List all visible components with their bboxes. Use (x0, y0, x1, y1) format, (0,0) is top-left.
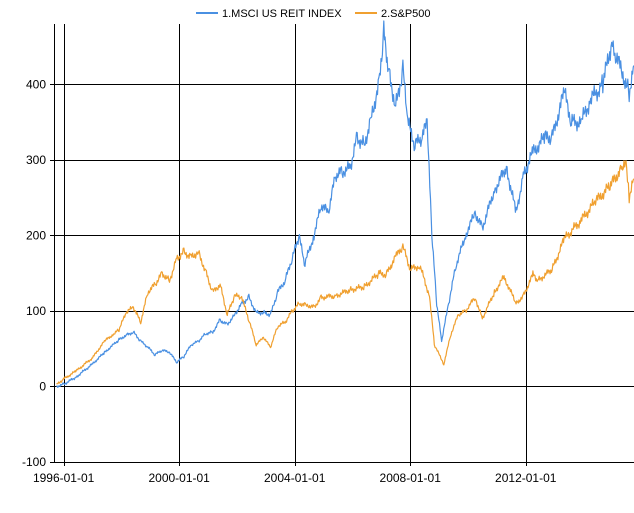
y-tick-label: -100 (22, 455, 46, 469)
axes (50, 24, 634, 466)
x-tick-label: 2012-01-01 (495, 471, 557, 485)
x-tick-label: 2004-01-01 (264, 471, 326, 485)
legend: 1.MSCI US REIT INDEX 2.S&P500 (196, 8, 431, 20)
x-tick-label: 1996-01-01 (33, 471, 95, 485)
y-tick-label: 400 (26, 77, 46, 91)
series-line-sp500 (56, 160, 634, 385)
plot-area (56, 20, 634, 388)
x-axis-tick-labels: 1996-01-01 2000-01-01 2004-01-01 2008-01-01… (33, 471, 557, 485)
legend-label-sp500: 2.S&P500 (381, 8, 431, 20)
y-tick-label: 200 (26, 228, 46, 242)
series-line-reit (56, 20, 634, 388)
y-axis-tick-labels: -100 0 100 200 300 400 (22, 77, 46, 469)
y-tick-label: 100 (26, 304, 46, 318)
x-tick-label: 2008-01-01 (380, 471, 442, 485)
legend-label-reit: 1.MSCI US REIT INDEX (222, 8, 342, 20)
y-tick-label: 300 (26, 153, 46, 167)
x-tick-label: 2000-01-01 (148, 471, 210, 485)
y-tick-label: 0 (39, 379, 46, 393)
gridlines (54, 24, 634, 463)
